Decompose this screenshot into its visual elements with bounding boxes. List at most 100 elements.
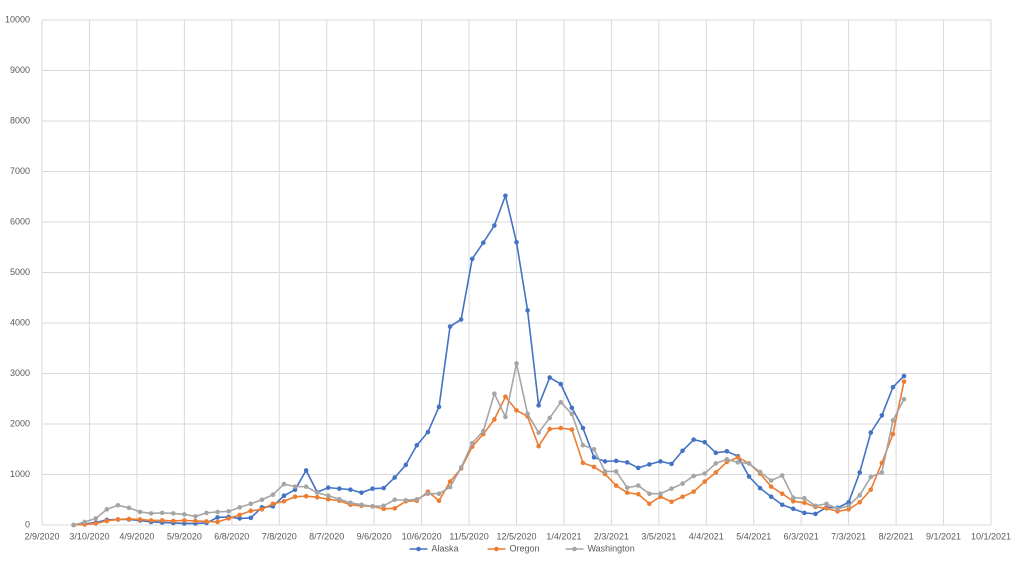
data-point [868, 474, 874, 480]
data-point [104, 518, 110, 524]
data-point [204, 510, 209, 516]
data-point [514, 361, 519, 366]
data-point [115, 517, 121, 522]
x-tick-label: 6/8/2020 [214, 531, 249, 541]
data-point [425, 491, 431, 496]
data-point [226, 516, 231, 521]
data-point [281, 493, 287, 499]
legend-marker [416, 546, 421, 552]
data-point [713, 461, 719, 466]
data-point [547, 426, 553, 432]
data-point [93, 521, 99, 526]
data-point [237, 505, 243, 510]
data-point [890, 431, 896, 437]
data-point [226, 509, 231, 514]
x-tick-label: 10/1/2021 [971, 531, 1011, 541]
data-point [514, 408, 519, 413]
data-point [802, 500, 807, 506]
data-point [813, 511, 818, 517]
data-point [757, 469, 763, 475]
series-line [73, 192, 905, 526]
data-point [635, 465, 641, 471]
data-point [536, 403, 541, 408]
data-point [846, 503, 851, 509]
x-tick-label: 5/4/2021 [736, 531, 771, 541]
data-point [447, 484, 453, 490]
data-point [757, 485, 763, 491]
data-point [525, 308, 530, 313]
data-point [337, 486, 342, 491]
data-point [635, 491, 641, 497]
data-point [802, 495, 807, 501]
data-point [492, 391, 497, 397]
data-point [647, 491, 652, 496]
data-point [735, 455, 741, 460]
data-point [215, 515, 220, 520]
x-tick-label: 2/3/2021 [594, 531, 629, 541]
data-point [802, 510, 807, 516]
data-point [790, 498, 796, 504]
data-point [403, 462, 409, 468]
x-tick-label: 3/10/2020 [69, 531, 109, 541]
data-point [547, 415, 553, 421]
data-point [458, 317, 464, 322]
data-point [436, 491, 442, 496]
data-point [658, 459, 663, 464]
data-point [857, 499, 863, 505]
data-point [469, 440, 475, 446]
legend-label: Washington [588, 543, 635, 553]
data-point [857, 492, 863, 498]
data-point [868, 430, 874, 435]
data-point [835, 506, 840, 512]
data-point [713, 470, 719, 475]
data-point [680, 448, 685, 454]
data-point [82, 519, 88, 525]
y-tick-label: 10000 [5, 14, 30, 24]
data-point [669, 461, 674, 467]
data-point [469, 256, 475, 262]
series-line [73, 363, 905, 526]
data-point [480, 428, 486, 434]
data-point [414, 442, 420, 448]
data-point [613, 483, 619, 488]
data-point [569, 411, 575, 417]
data-point [724, 457, 730, 462]
data-point [148, 518, 154, 523]
data-point [591, 455, 597, 460]
data-point [580, 425, 586, 431]
data-point [492, 417, 497, 422]
data-point [813, 503, 818, 509]
data-point [303, 468, 309, 473]
y-tick-label: 5000 [10, 267, 30, 277]
data-point [281, 498, 287, 504]
data-point [901, 379, 907, 384]
x-tick-label: 2/9/2020 [24, 531, 59, 541]
data-point [403, 497, 409, 503]
data-point [846, 499, 851, 505]
data-point [182, 518, 187, 523]
data-point [292, 484, 298, 489]
data-point [259, 497, 265, 503]
data-point [503, 193, 508, 199]
data-point [746, 461, 752, 466]
data-point [71, 522, 76, 528]
data-point [857, 470, 863, 475]
data-point [901, 396, 907, 402]
data-point [381, 503, 386, 509]
data-point [503, 414, 508, 420]
data-point [193, 514, 198, 519]
data-point [846, 507, 851, 512]
y-tick-label: 4000 [10, 317, 30, 327]
data-point [480, 240, 486, 246]
data-point [768, 494, 774, 500]
data-point [525, 411, 530, 417]
data-point [237, 512, 243, 518]
x-tick-label: 9/6/2020 [357, 531, 392, 541]
data-point [724, 448, 730, 454]
data-point [514, 239, 519, 245]
data-point [680, 494, 685, 500]
data-point [569, 427, 575, 432]
legend-marker [494, 546, 499, 552]
x-tick-label: 7/8/2020 [262, 531, 297, 541]
data-point [691, 489, 696, 494]
